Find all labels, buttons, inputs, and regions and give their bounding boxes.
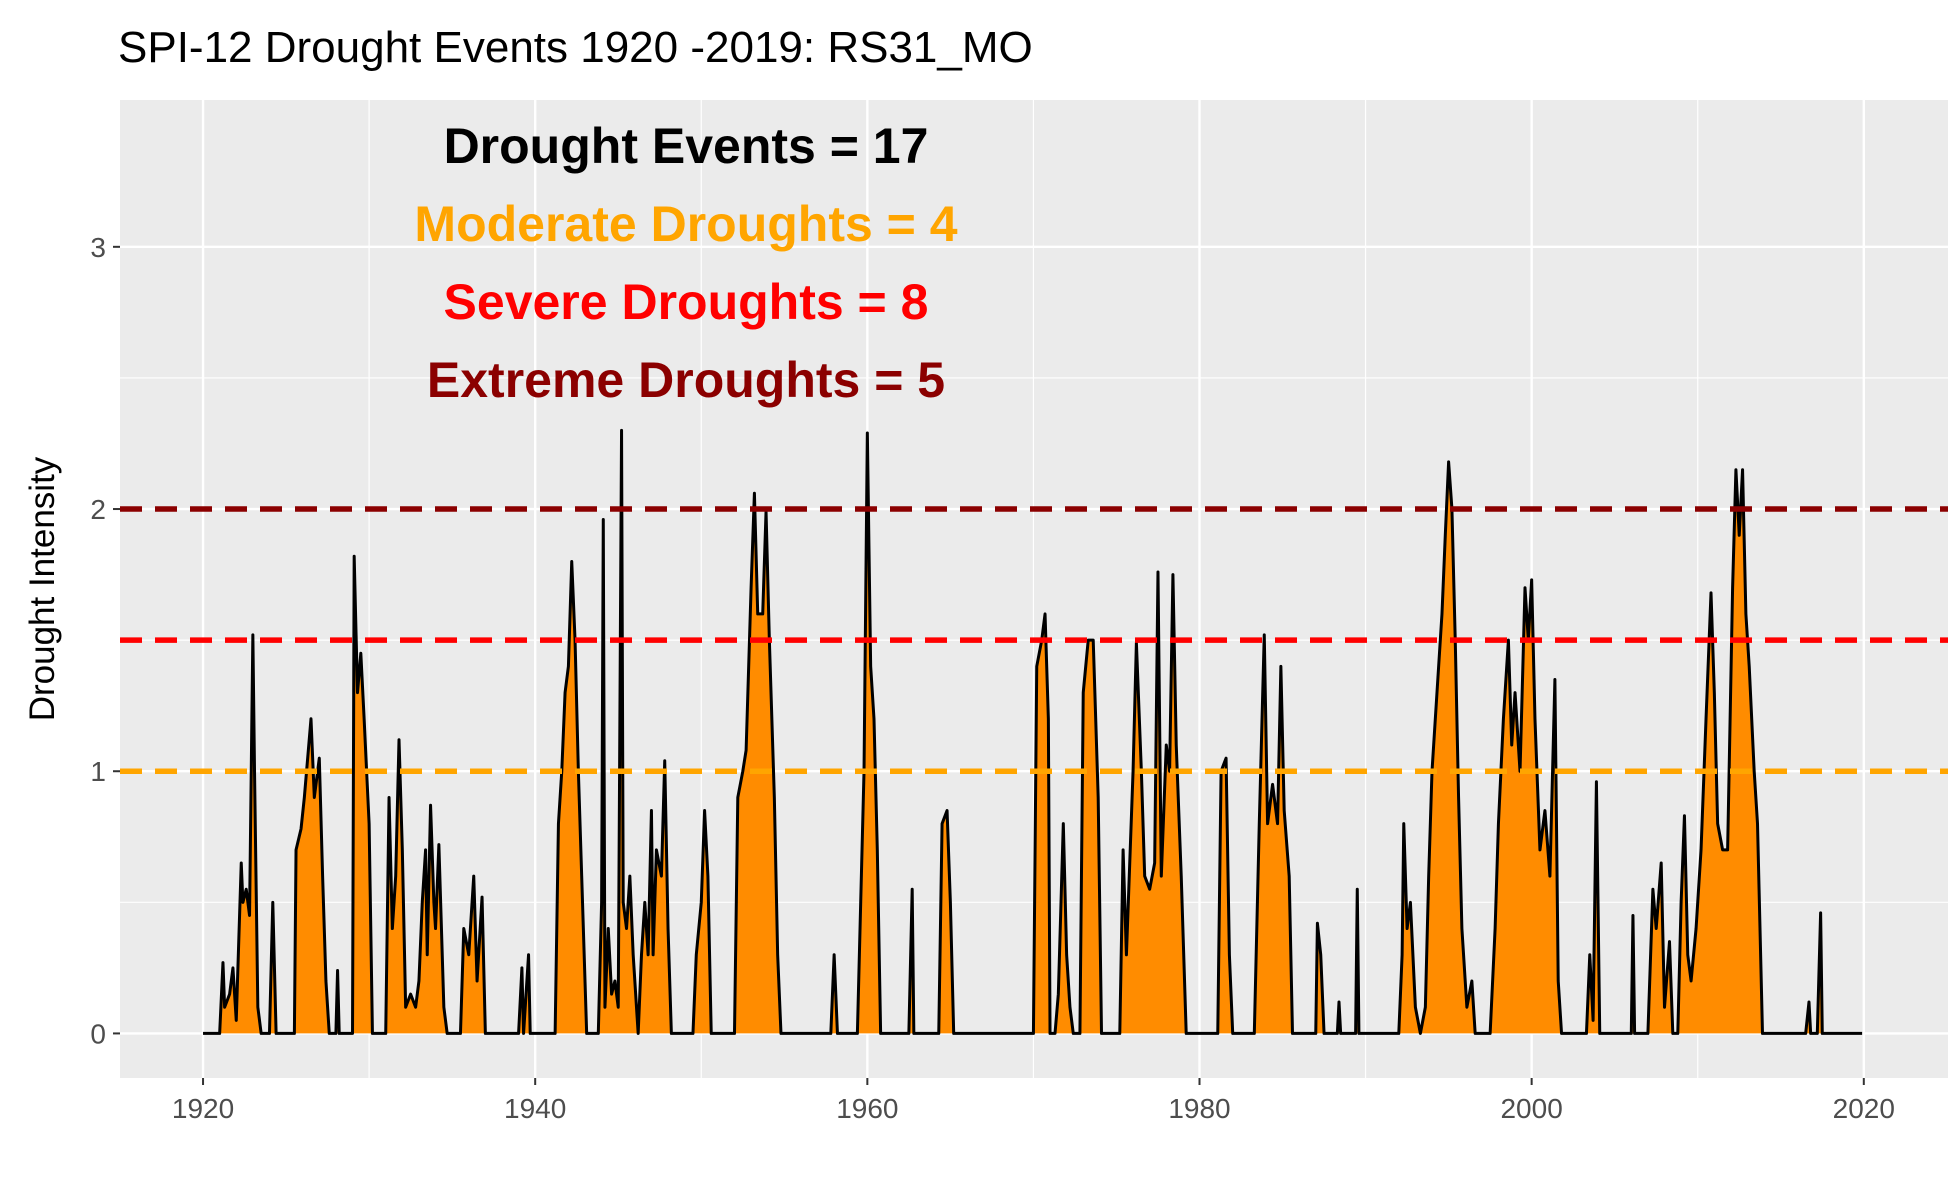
y-axis-title: Drought Intensity <box>23 456 62 721</box>
line <box>203 428 1863 1035</box>
annotation: Moderate Droughts = 4 <box>414 196 957 252</box>
x-tick-label: 2020 <box>1833 1093 1895 1124</box>
y-tick-label: 2 <box>90 494 106 525</box>
x-tick-label: 1960 <box>836 1093 898 1124</box>
x-tick-label: 1920 <box>172 1093 234 1124</box>
chart-title: SPI-12 Drought Events 1920 -2019: RS31_M… <box>118 23 1033 72</box>
x-tick-label: 1940 <box>504 1093 566 1124</box>
y-tick-label: 1 <box>90 756 106 787</box>
y-tick-label: 3 <box>90 232 106 263</box>
annotation: Extreme Droughts = 5 <box>427 352 945 408</box>
area <box>203 430 1863 1034</box>
annotation: Severe Droughts = 8 <box>444 274 929 330</box>
x-tick-label: 1980 <box>1168 1093 1230 1124</box>
x-tick-label: 2000 <box>1500 1093 1562 1124</box>
y-tick-label: 0 <box>90 1018 106 1049</box>
annotation: Drought Events = 17 <box>444 118 929 174</box>
